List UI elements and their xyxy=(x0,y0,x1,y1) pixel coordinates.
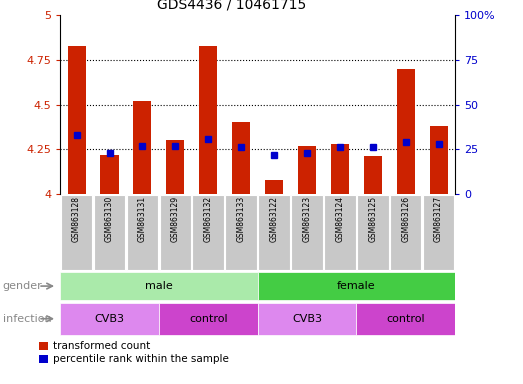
Bar xyxy=(232,122,250,194)
Bar xyxy=(363,156,382,194)
Text: GSM863122: GSM863122 xyxy=(269,196,279,242)
Legend: transformed count, percentile rank within the sample: transformed count, percentile rank withi… xyxy=(39,341,229,364)
Text: GSM863130: GSM863130 xyxy=(105,196,114,242)
Bar xyxy=(166,141,185,194)
Text: GSM863131: GSM863131 xyxy=(138,196,147,242)
FancyBboxPatch shape xyxy=(257,272,455,300)
Bar xyxy=(100,155,119,194)
Text: control: control xyxy=(189,314,228,324)
Bar xyxy=(265,180,283,194)
FancyBboxPatch shape xyxy=(60,303,159,334)
Text: infection: infection xyxy=(3,314,51,324)
Text: control: control xyxy=(386,314,425,324)
Text: GSM863124: GSM863124 xyxy=(335,196,344,242)
Bar xyxy=(298,146,316,194)
Bar xyxy=(331,144,349,194)
Text: CVB3: CVB3 xyxy=(292,314,322,324)
Bar xyxy=(67,46,86,194)
FancyBboxPatch shape xyxy=(357,195,389,270)
FancyBboxPatch shape xyxy=(324,195,356,270)
FancyBboxPatch shape xyxy=(225,195,257,270)
Text: GSM863125: GSM863125 xyxy=(368,196,377,242)
FancyBboxPatch shape xyxy=(258,195,290,270)
Text: GSM863132: GSM863132 xyxy=(204,196,213,242)
Text: male: male xyxy=(145,281,173,291)
Text: GSM863128: GSM863128 xyxy=(72,196,81,242)
FancyBboxPatch shape xyxy=(356,303,455,334)
FancyBboxPatch shape xyxy=(127,195,158,270)
Bar xyxy=(396,69,415,194)
Text: GSM863133: GSM863133 xyxy=(236,196,246,242)
FancyBboxPatch shape xyxy=(61,195,93,270)
Text: female: female xyxy=(337,281,376,291)
Text: gender: gender xyxy=(3,281,42,291)
Text: GSM863127: GSM863127 xyxy=(434,196,443,242)
FancyBboxPatch shape xyxy=(257,303,356,334)
Text: GSM863123: GSM863123 xyxy=(302,196,311,242)
FancyBboxPatch shape xyxy=(423,195,454,270)
Text: GDS4436 / 10461715: GDS4436 / 10461715 xyxy=(157,0,306,12)
FancyBboxPatch shape xyxy=(291,195,323,270)
FancyBboxPatch shape xyxy=(94,195,126,270)
Text: GSM863129: GSM863129 xyxy=(171,196,180,242)
FancyBboxPatch shape xyxy=(159,303,257,334)
Bar xyxy=(133,101,152,194)
FancyBboxPatch shape xyxy=(390,195,422,270)
FancyBboxPatch shape xyxy=(192,195,224,270)
FancyBboxPatch shape xyxy=(60,272,257,300)
Text: CVB3: CVB3 xyxy=(95,314,124,324)
Bar xyxy=(199,46,217,194)
FancyBboxPatch shape xyxy=(160,195,191,270)
Text: GSM863126: GSM863126 xyxy=(401,196,410,242)
Bar xyxy=(429,126,448,194)
